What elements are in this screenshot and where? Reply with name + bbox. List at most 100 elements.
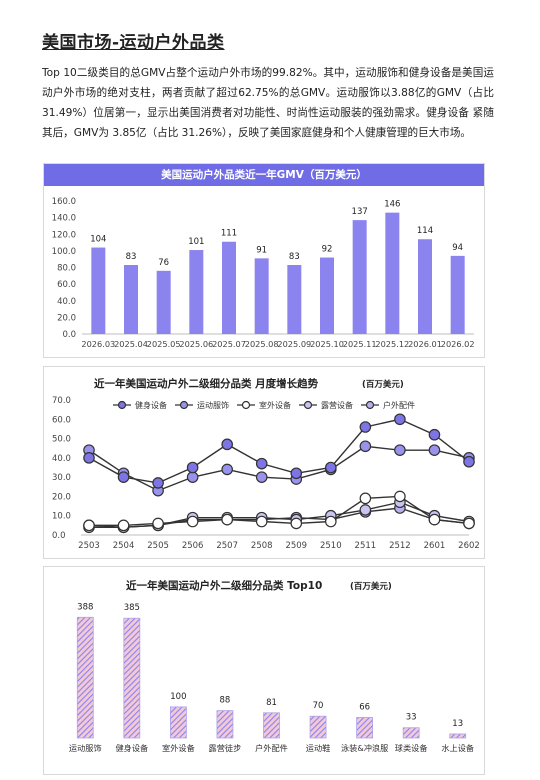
- y-tick-label: 70.0: [52, 396, 71, 406]
- top10-chart-unit: (百万美元): [350, 581, 392, 592]
- x-tick-label: 2025.04: [114, 339, 148, 349]
- y-tick-label: 20.0: [52, 492, 71, 502]
- series-point: [83, 519, 95, 532]
- top10-bar: [169, 706, 187, 739]
- gmv-data-label: 104: [90, 235, 106, 245]
- y-tick-label: 140.0: [52, 214, 76, 224]
- gmv-chart-title: 美国运动户外品类近一年GMV（百万美元）: [44, 164, 484, 186]
- x-tick-label: 户外配件: [255, 743, 288, 753]
- summary-paragraph: Top 10二级类目的总GMV占整个运动户外市场的99.82%。其中，运动服饰和…: [42, 67, 494, 139]
- series-point: [83, 452, 95, 464]
- series-point: [152, 517, 164, 530]
- top10-bar: [216, 710, 234, 739]
- legend-marker: [365, 400, 375, 410]
- legend-label: 室外设备: [259, 400, 291, 410]
- top10-bar: [356, 717, 374, 739]
- gmv-data-label: 83: [126, 252, 137, 262]
- gmv-data-label: 137: [352, 207, 368, 217]
- x-tick-label: 球类设备: [395, 743, 428, 753]
- legend-marker: [241, 400, 251, 410]
- x-tick-label: 2025.05: [147, 339, 181, 349]
- series-point: [117, 519, 130, 532]
- y-tick-label: 40.0: [57, 297, 76, 307]
- series-point: [428, 513, 441, 526]
- y-tick-label: 40.0: [52, 454, 71, 464]
- gmv-bar: [254, 258, 269, 334]
- gmv-data-label: 76: [158, 258, 169, 268]
- gmv-bar: [124, 265, 138, 334]
- series-point: [290, 517, 303, 530]
- top10-data-label: 33: [406, 713, 417, 723]
- gmv-bar: [450, 255, 465, 334]
- series-point: [186, 471, 199, 483]
- legend-label: 健身设备: [135, 400, 167, 410]
- legend-label: 户外配件: [383, 400, 415, 410]
- top10-data-label: 388: [77, 602, 93, 612]
- y-tick-label: 10.0: [52, 512, 71, 522]
- series-point: [394, 444, 406, 456]
- gmv-data-label: 114: [417, 226, 433, 236]
- gmv-bar: [222, 241, 236, 334]
- trend-chart-card: 近一年美国运动户外二级细分品类 月度增长趋势 (百万美元) 0.0 10.0 20.…: [43, 366, 485, 559]
- x-tick-label: 2504: [113, 541, 135, 551]
- x-tick-label: 2505: [147, 541, 169, 551]
- legend-marker: [303, 400, 313, 410]
- top10-data-label: 66: [359, 702, 370, 712]
- y-tick-label: 60.0: [57, 280, 76, 290]
- series-point: [428, 428, 441, 441]
- series-point: [152, 477, 164, 489]
- series-point: [359, 440, 372, 453]
- trend-line-chart: 近一年美国运动户外二级细分品类 月度增长趋势 (百万美元) 0.0 10.0 20.…: [52, 377, 480, 551]
- series-point: [428, 444, 441, 456]
- x-tick-label: 室外设备: [162, 743, 195, 753]
- x-tick-label: 2025.08: [245, 339, 279, 349]
- gmv-bar: [418, 239, 432, 334]
- x-tick-label: 2025.12: [375, 339, 409, 349]
- top10-chart-card: 近一年美国运动户外二级细分品类 Top10 (百万美元) 388 运动服饰 385 健…: [43, 566, 485, 775]
- y-tick-label: 30.0: [52, 473, 71, 483]
- series-point: [394, 413, 406, 426]
- x-tick-label: 2602: [458, 541, 480, 551]
- legend-marker: [117, 400, 127, 410]
- series-point: [325, 515, 337, 528]
- series-point: [186, 515, 199, 528]
- x-tick-label: 2025.06: [179, 339, 213, 349]
- series-point: [290, 467, 303, 480]
- gmv-bar-chart: 0.0 20.0 40.0 60.0 80.0 100.0 120.0 140.0 160.0 1…: [52, 197, 475, 349]
- series-line: [88, 418, 470, 484]
- gmv-data-label: 92: [322, 245, 333, 255]
- series-point: [463, 455, 475, 468]
- series-point: [255, 515, 268, 528]
- top10-bar-chart: 近一年美国运动户外二级细分品类 Top10 (百万美元) 388 运动服饰 385 健…: [69, 579, 474, 753]
- top10-bar: [309, 715, 327, 739]
- y-tick-label: 100.0: [52, 247, 76, 257]
- series-point: [463, 517, 475, 530]
- y-tick-label: 80.0: [57, 264, 76, 274]
- top10-bar: [123, 617, 141, 739]
- trend-chart-title: 近一年美国运动户外二级细分品类 月度增长趋势: [94, 377, 319, 390]
- gmv-bar: [156, 270, 171, 334]
- legend-label: 运动服饰: [197, 400, 229, 410]
- trend-chart-unit: (百万美元): [362, 379, 404, 390]
- top10-chart-title: 近一年美国运动户外二级细分品类 Top10: [126, 579, 322, 592]
- x-tick-label: 运动鞋: [306, 743, 331, 753]
- x-tick-label: 2506: [182, 541, 204, 551]
- top10-data-label: 70: [313, 701, 324, 711]
- series-point: [186, 461, 199, 474]
- series-point: [117, 471, 130, 483]
- series-point: [325, 461, 337, 474]
- x-tick-label: 运动服饰: [69, 743, 102, 753]
- series-point: [359, 504, 372, 516]
- top10-data-label: 88: [220, 696, 231, 706]
- x-tick-label: 露营徒步: [209, 743, 242, 753]
- top10-data-label: 385: [124, 603, 140, 613]
- page-title: 美国市场-运动户外品类: [42, 33, 225, 53]
- x-tick-label: 2025.11: [343, 339, 377, 349]
- series-point: [394, 490, 406, 503]
- x-tick-label: 2508: [251, 541, 273, 551]
- top10-data-label: 81: [266, 698, 277, 708]
- gmv-chart-card: 美国运动户外品类近一年GMV（百万美元） 0.0 20.0 40.0 60.0 80.0…: [43, 163, 485, 358]
- top10-bar: [263, 712, 280, 739]
- x-tick-label: 2026.03: [81, 339, 115, 349]
- legend-marker: [179, 400, 189, 410]
